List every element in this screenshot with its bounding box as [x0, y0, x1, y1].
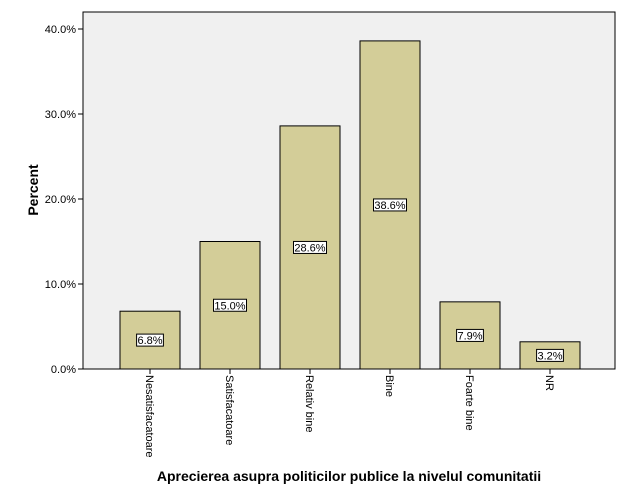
y-axis-title: Percent [25, 164, 41, 216]
y-tick-label: 20.0% [45, 194, 76, 206]
x-tick-label: Relativ bine [303, 375, 315, 432]
x-tick-label: Foarte bine [463, 375, 475, 431]
y-axis: 0.0% 10.0% 20.0% 30.0% 40.0% [45, 24, 83, 376]
x-tick-label: Bine [383, 375, 395, 397]
x-axis-title: Aprecierea asupra politicilor publice la… [157, 468, 541, 484]
bars: 6.8% 15.0% 28.6% 38.6% 7.9% 3.2% [119, 40, 581, 370]
data-label: 3.2% [537, 350, 562, 362]
x-axis: Nesatisfacatoare Satisfacatoare Relativ bi… [143, 369, 555, 458]
y-tick-label: 0.0% [51, 364, 76, 376]
x-tick-label: Satisfacatoare [223, 375, 235, 445]
y-tick-label: 40.0% [45, 24, 76, 36]
x-tick-label: Nesatisfacatoare [143, 375, 155, 458]
data-label: 6.8% [137, 335, 162, 347]
data-label-box [136, 333, 164, 347]
data-label-box [456, 328, 484, 342]
data-label: 15.0% [214, 300, 245, 312]
data-label-box [213, 298, 247, 312]
data-label-box [293, 240, 327, 254]
data-label: 28.6% [294, 242, 325, 254]
x-tick-label: NR [543, 375, 555, 391]
data-label: 7.9% [457, 330, 482, 342]
y-tick-label: 10.0% [45, 279, 76, 291]
plot-area [82, 11, 616, 370]
data-label: 38.6% [374, 200, 405, 212]
data-label-box [373, 198, 407, 212]
y-tick-label: 30.0% [45, 109, 76, 121]
data-label-box [536, 348, 564, 362]
